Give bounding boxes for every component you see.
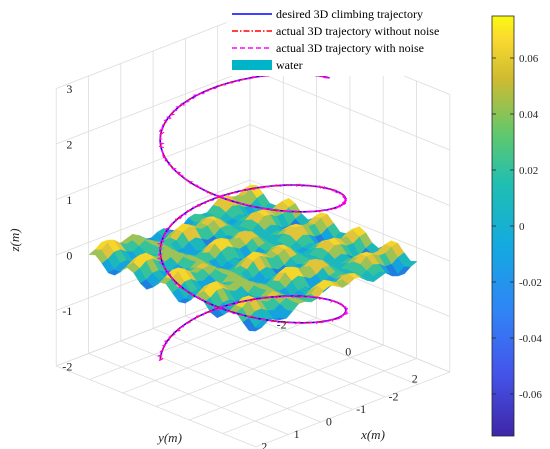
y-tick-label: -1 [356,402,366,416]
colorbar-ticks: 0.06 0.04 0.02 0 -0.02 -0.04 -0.06 [492,53,542,401]
y-tick-label: 0 [326,414,332,428]
wall-grid-line [56,68,251,145]
z-axis-ticks: 3 2 1 0 -1 -2 [62,82,72,373]
colorbar-tick-label: 0.02 [519,165,538,177]
z-axis-label: z(m) [7,228,22,252]
colorbar: 0.06 0.04 0.02 0 -0.02 -0.04 -0.06 [491,15,542,437]
colorbar-tick-label: 0.06 [519,53,539,65]
z-tick-label: 3 [66,82,72,96]
colorbar-tick-label: -0.02 [519,277,542,289]
legend-label-with-noise: actual 3D trajectory with noise [276,41,424,55]
floor-grid-line [120,340,321,423]
z-tick-label: 2 [66,137,72,151]
x-axis-label: x(m) [360,427,385,442]
y-axis-ticks: 2 1 0 -1 -2 [261,389,398,449]
series-actual-with-noise [156,72,350,362]
z-tick-label: 1 [66,193,72,207]
floor-grid-line [152,328,354,410]
axes-grid [55,13,451,448]
wall-grid-line [249,68,450,151]
x-axis-ticks: -2 0 2 [277,317,418,385]
z-tick-label: -1 [62,304,72,318]
legend-label-water: water [276,58,303,72]
colorbar-tick-label: -0.04 [519,333,542,345]
x-tick-label: -2 [277,317,287,331]
colorbar-tick-label: 0.04 [519,109,539,121]
legend: desired 3D climbing trajectory actual 3D… [227,4,463,76]
legend-patch-water [232,60,272,70]
colorbar-tick-label: -0.06 [519,389,542,401]
wall-grid-line [56,124,251,200]
legend-label-desired: desired 3D climbing trajectory [276,7,423,21]
floor-grid-line [56,365,257,448]
water-patch [403,260,418,267]
wall-grid-line [249,179,450,262]
y-tick-label: -2 [389,389,399,403]
y-tick-label: 2 [261,439,267,449]
y-axis-label: y(m) [156,430,182,445]
colorbar-tick-label: 0 [519,221,525,233]
wall-grid-line [56,13,251,89]
wall-grid-line [56,179,251,256]
floor-grid-line [185,315,386,398]
x-tick-label: 0 [345,344,351,358]
y-tick-label: 1 [294,427,300,441]
z-tick-label: -2 [62,359,72,373]
wall-grid-line [249,124,450,206]
legend-label-without-noise: actual 3D trajectory without noise [276,24,439,38]
z-tick-label: 0 [66,248,72,262]
x-tick-label: 2 [412,371,418,385]
floor-grid-line [88,353,289,435]
trajectories [156,72,350,362]
